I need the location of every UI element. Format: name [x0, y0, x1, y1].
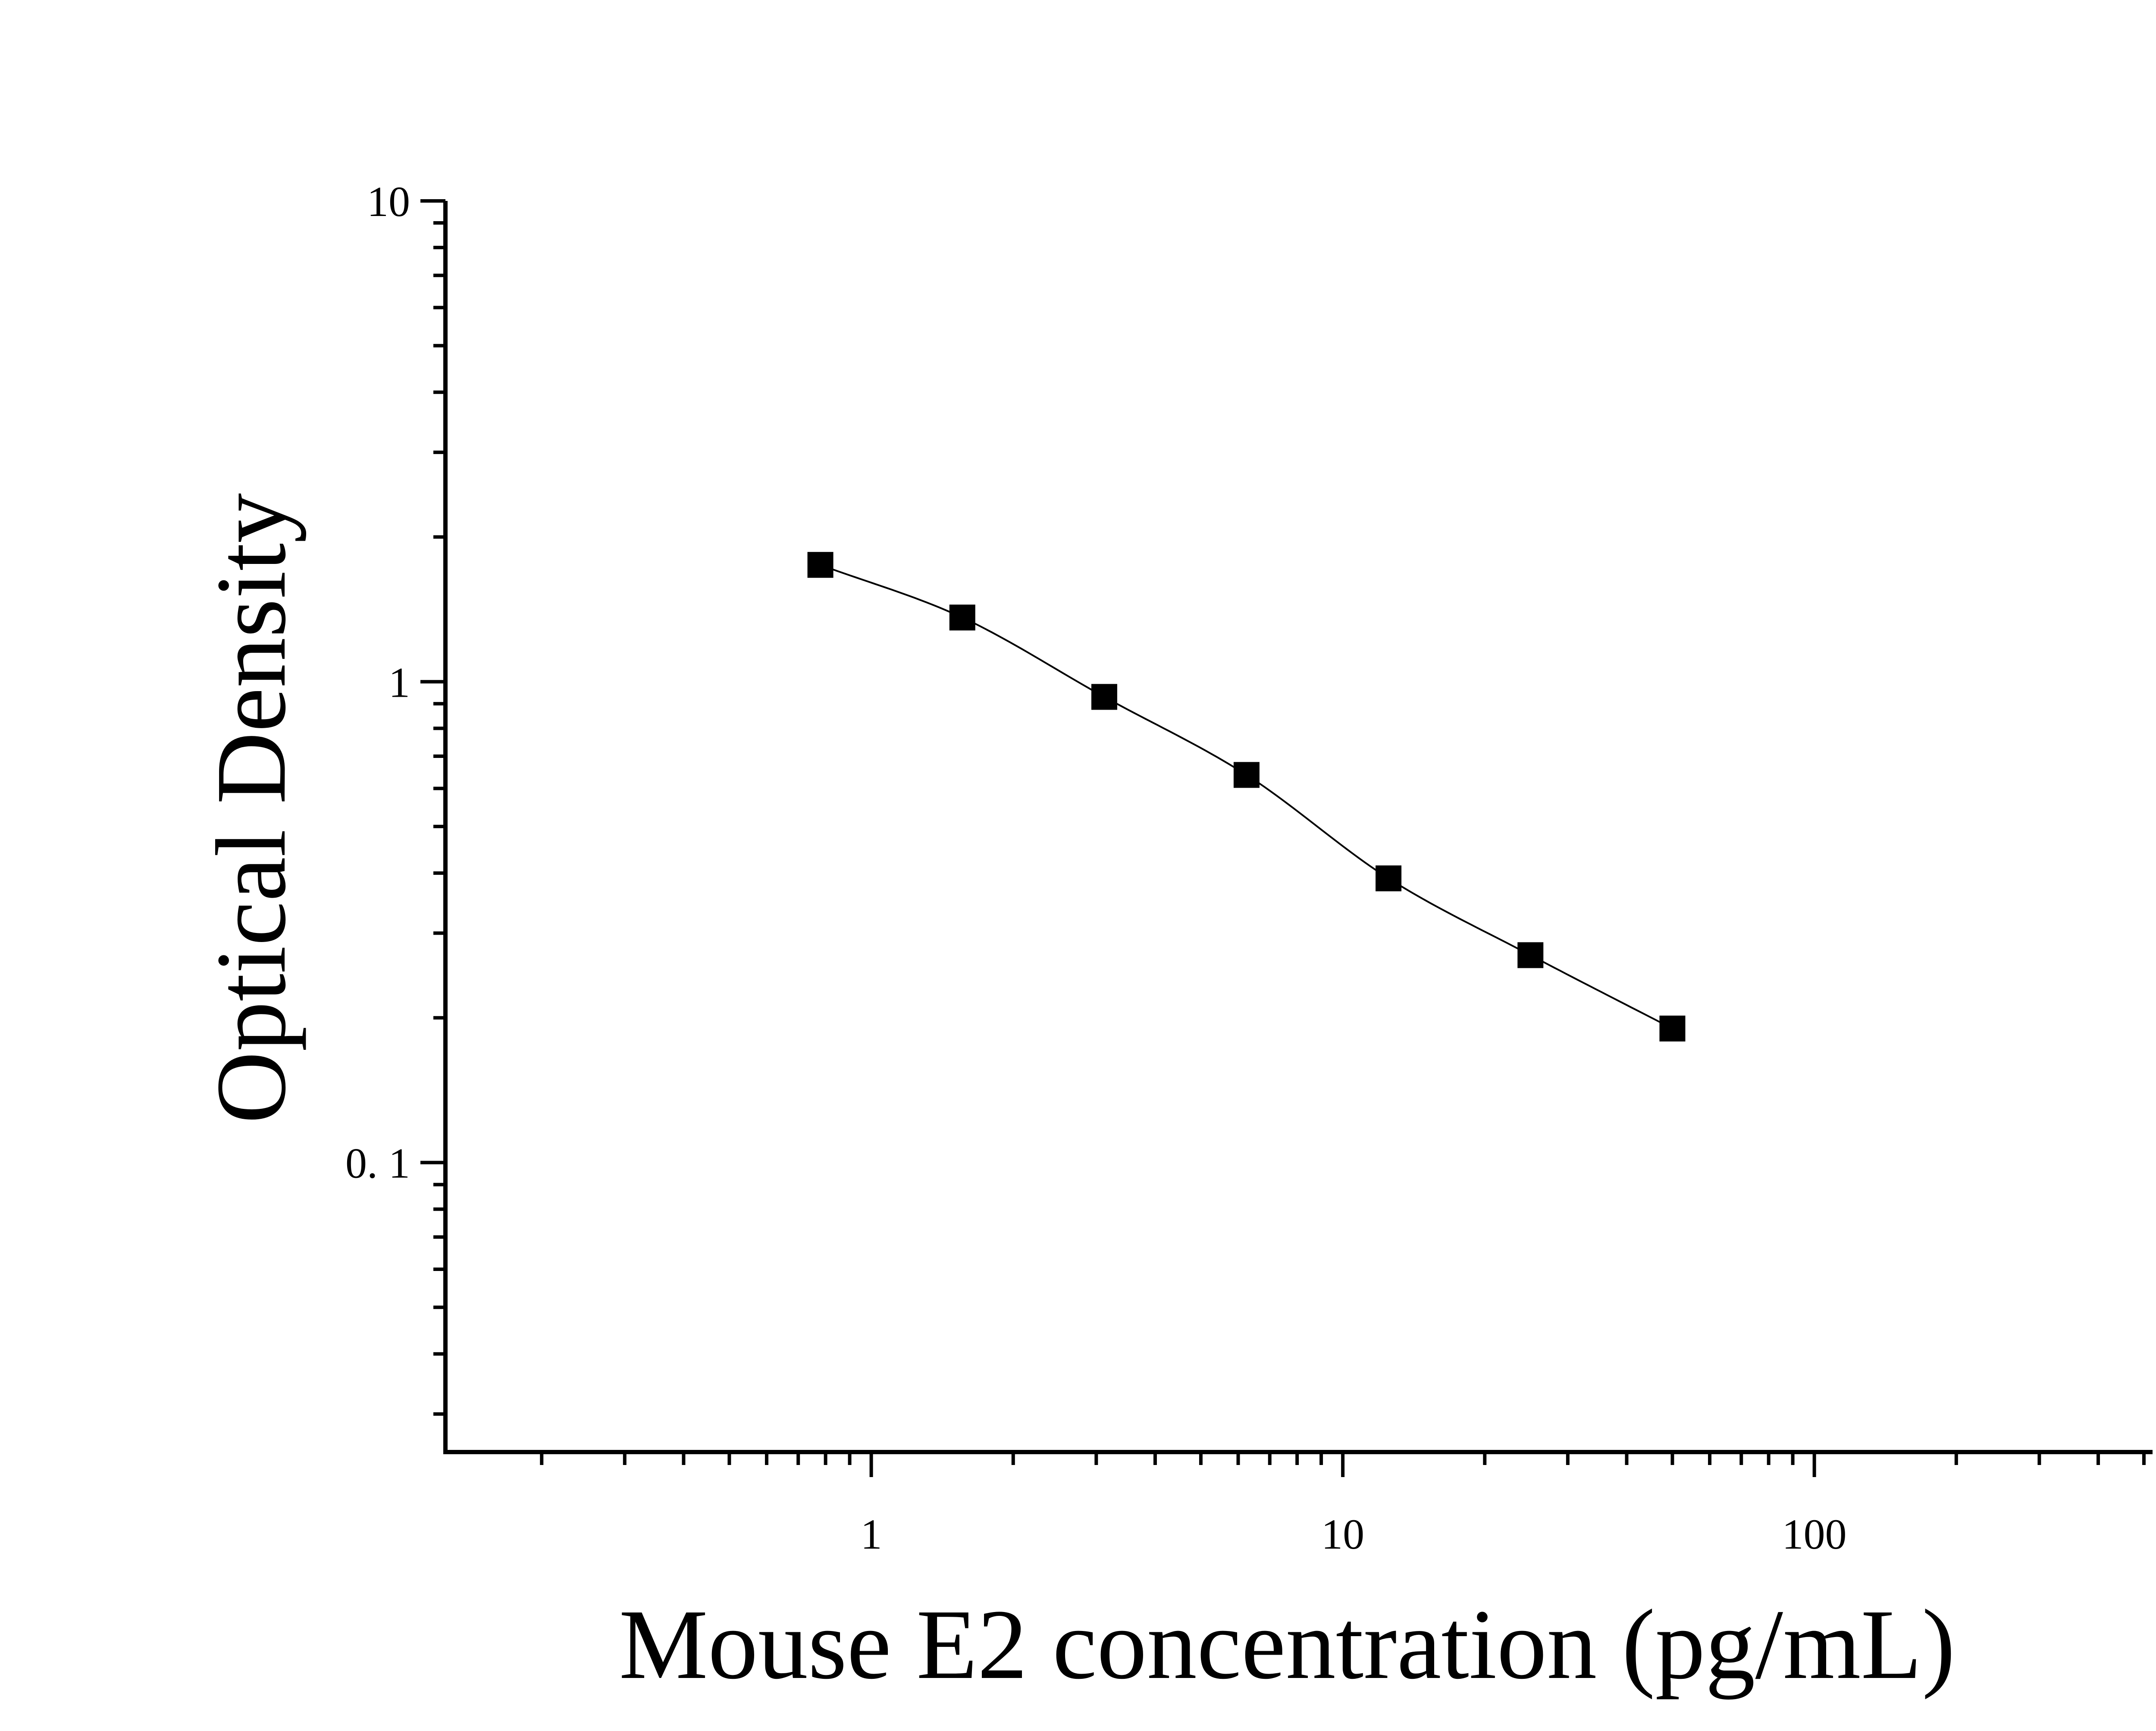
data-point	[807, 552, 834, 578]
major-ticks	[420, 199, 1816, 1477]
data-markers	[807, 552, 1686, 1042]
x-tick-label: 100	[1782, 1510, 1847, 1558]
data-point	[1233, 762, 1260, 788]
x-axis-title: Mouse E2 concentration (pg/mL)	[619, 1589, 1955, 1700]
data-point	[1376, 865, 1402, 892]
x-tick-label: 10	[1321, 1510, 1364, 1558]
tick-labels: 1 10 100 0. 1 1 10	[345, 178, 1847, 1558]
y-axis-title: Optical Density	[196, 493, 307, 1124]
x-tick-label: 1	[861, 1510, 882, 1558]
fit-curve	[820, 564, 1673, 1030]
data-point	[1517, 942, 1544, 968]
minor-ticks	[433, 221, 2146, 1465]
y-tick-label: 1	[389, 658, 410, 706]
y-tick-label: 0. 1	[345, 1139, 410, 1187]
y-tick-label: 10	[367, 178, 410, 225]
data-point	[1659, 1015, 1686, 1042]
data-point	[1091, 684, 1117, 710]
data-point	[949, 604, 975, 631]
axes	[443, 201, 2153, 1454]
